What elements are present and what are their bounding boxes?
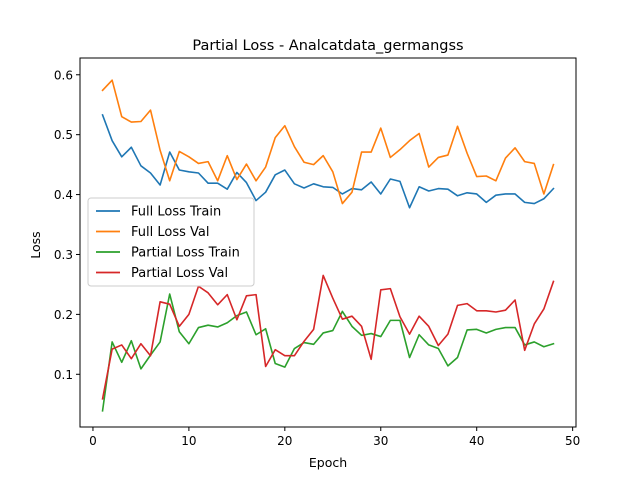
- plot-area: [79, 57, 577, 428]
- y-tick-label: 0.4: [54, 188, 73, 202]
- legend-box: [87, 197, 255, 287]
- y-tick-label: 0.5: [54, 128, 73, 142]
- y-tick-label: 0.1: [54, 368, 73, 382]
- legend: Full Loss Train Full Loss Val Partial Loss…: [87, 197, 255, 287]
- x-tick-label: 0: [89, 434, 97, 448]
- series-line-2: [101, 79, 555, 205]
- x-tick-label: 20: [277, 434, 292, 448]
- legend-label-1: Full Loss Train: [131, 205, 221, 220]
- chart-title: Partial Loss - Analcatdata_germangss: [192, 38, 463, 54]
- series-line-1: [101, 113, 555, 209]
- legend-label-2: Full Loss Val: [131, 225, 209, 240]
- y-tick-label: 0.2: [54, 308, 73, 322]
- x-tick-label: 40: [469, 434, 484, 448]
- x-axis-title: Epoch: [309, 455, 347, 470]
- axis-ticks: 0 10 20 30 40 50 0.1 0.2 0.3 0.4 0.5 0.6: [54, 68, 580, 448]
- x-tick-label: 10: [181, 434, 196, 448]
- series-line-3: [101, 293, 555, 412]
- axes-frame: [79, 57, 577, 428]
- x-tick-label: 30: [373, 434, 388, 448]
- y-axis-title: Loss: [28, 231, 43, 258]
- x-tick-label: 50: [565, 434, 580, 448]
- y-tick-label: 0.6: [54, 68, 73, 82]
- y-tick-label: 0.3: [54, 248, 73, 262]
- series-line-4: [101, 274, 555, 400]
- legend-label-3: Partial Loss Train: [131, 246, 240, 261]
- legend-label-4: Partial Loss Val: [131, 266, 228, 281]
